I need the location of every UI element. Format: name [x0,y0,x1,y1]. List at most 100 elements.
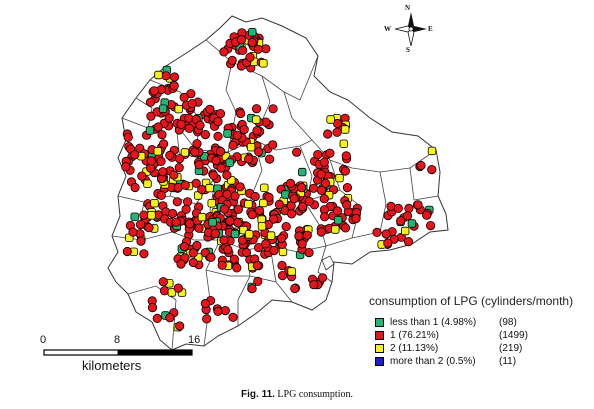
household-marker [229,254,239,264]
household-marker [294,231,304,241]
household-marker [340,166,350,176]
household-marker [403,237,414,247]
household-marker [222,170,232,180]
household-marker [200,130,210,140]
legend-count: (98) [499,317,517,328]
household-marker [252,260,262,271]
figure-caption: Fig. 11. LPG consumption. [0,389,594,400]
household-marker [323,129,333,139]
household-marker [205,183,214,193]
household-marker [427,165,437,175]
household-marker [147,211,156,220]
household-marker [191,178,201,188]
legend-label: less than 1 (4.98%) [390,317,477,328]
household-marker [287,267,296,276]
household-marker [145,97,156,107]
household-marker [188,257,198,268]
legend-label: 1 (76.21%) [390,330,439,341]
household-marker [209,170,219,180]
legend-item: 1 (76.21%) (1499) [371,330,589,342]
legend-item: less than 1 (4.98%) (98) [371,317,589,329]
household-marker [143,179,152,188]
household-marker [333,215,343,225]
household-marker [217,260,227,270]
household-marker [381,229,391,239]
household-marker [195,120,205,130]
household-marker [176,119,186,129]
household-marker [180,180,190,190]
household-marker [123,132,133,142]
household-marker [404,203,414,213]
household-marker [396,216,406,226]
legend-count: (11) [499,356,517,367]
household-marker [342,183,352,193]
scale-tick-label: 16 [188,334,201,346]
household-marker [130,182,140,193]
household-marker [146,111,156,121]
household-marker [297,239,307,249]
household-marker [153,122,163,132]
household-marker [340,223,351,233]
household-marker [341,151,351,161]
household-marker [266,231,276,240]
household-marker [137,171,147,181]
scale-bar-graphic [43,349,193,356]
household-marker [325,148,335,158]
scale-unit-label: kilometers [82,358,142,373]
household-marker [172,197,182,207]
caption-text: LPG consumption. [277,389,353,400]
household-marker [157,130,167,140]
legend-label: 2 (11.13%) [390,343,439,354]
household-marker [208,218,217,227]
household-marker [156,190,166,200]
household-marker [156,156,166,166]
household-marker [207,199,216,208]
household-marker [281,222,291,232]
household-marker [205,104,215,114]
household-marker [154,70,163,80]
household-marker [216,163,226,173]
household-marker [164,113,174,123]
household-marker [400,226,410,236]
household-marker [222,189,232,199]
household-marker [219,204,229,214]
legend-label: more than 2 (0.5%) [390,356,476,367]
household-marker [144,223,154,233]
household-marker [241,247,252,258]
household-marker [174,163,184,173]
legend-swatch [375,357,384,366]
household-marker [332,206,343,216]
household-marker [264,154,275,164]
household-marker [296,183,307,193]
household-marker [317,273,328,283]
household-marker [175,154,185,164]
household-marker [169,72,180,82]
household-marker [121,162,131,172]
household-marker [200,298,210,309]
household-marker [278,247,288,257]
household-marker [192,139,202,149]
household-marker [422,210,432,220]
household-marker [372,227,382,237]
household-marker [259,59,268,68]
household-marker [192,240,202,251]
household-marker [194,160,204,170]
household-marker [159,286,170,296]
household-marker [276,233,287,243]
household-marker [173,283,183,293]
household-marker [261,239,271,249]
household-marker [244,230,254,239]
household-marker [393,203,403,213]
caption-label: Fig. 11. [241,389,275,400]
household-marker [268,140,278,150]
household-marker [219,235,229,245]
legend-count: (1499) [499,330,528,341]
household-marker [135,220,146,230]
household-marker [253,276,263,286]
household-marker [145,126,155,135]
household-marker [304,196,314,206]
household-marker [228,312,238,322]
household-marker [326,115,335,124]
household-marker [146,156,156,166]
